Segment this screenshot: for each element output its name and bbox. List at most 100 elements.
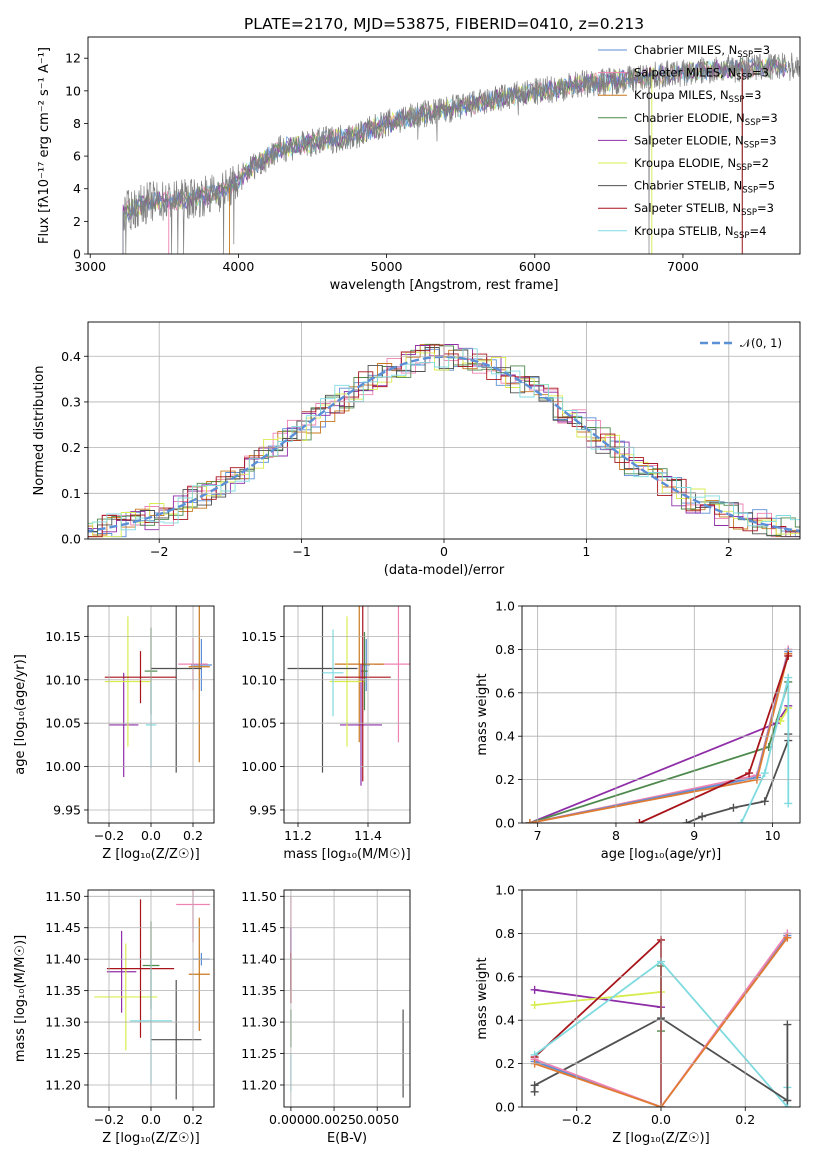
x-tick-label: 0.2 [183, 828, 203, 843]
y-tick-label: 0.4 [495, 729, 515, 744]
weight-line [740, 677, 790, 823]
errorbar-salpeter_stelib [106, 899, 175, 1038]
axes-mass_vs_Z: −0.2 0.0 0.2 11.20 11.25 11.30 11.35 11.40 11.45… [13, 889, 215, 1146]
axes-age_vs_mass: 11.2 11.4 9.95 10.00 10.05 10.10 10.15 mass [lo… [241, 605, 411, 862]
errorbar-salpeter_elodie [106, 930, 137, 1013]
x-tick-label: −0.2 [94, 1112, 124, 1127]
y-tick-label: 10 [65, 83, 81, 98]
legend-sub: SSP [741, 208, 757, 218]
y-axis-label: age [log₁₀(age/yr)] [13, 654, 28, 775]
weight-point [530, 985, 539, 994]
axes-frame [521, 605, 801, 824]
legend-tail: =3 [757, 201, 774, 215]
legend-entry: Kroupa MILES, NSSP=3 [634, 88, 761, 105]
x-tick-label: 4000 [222, 259, 254, 274]
legend-entry: Salpeter STELIB, NSSP=3 [634, 201, 774, 218]
x-tick-label: 2 [725, 544, 733, 559]
y-tick-label: 0 [73, 247, 81, 262]
y-tick-label: 6 [73, 149, 81, 164]
y-axis-label: Flux [fλ10⁻¹⁷ erg cm⁻² s⁻¹ A⁻¹] [37, 47, 52, 244]
weight-point [729, 803, 738, 812]
y-tick-label: 0.0 [495, 1100, 515, 1115]
legend-label: Salpeter ELODIE, N [634, 133, 744, 147]
errorbar-kroupa_miles [188, 606, 210, 763]
y-tick-label: 10.05 [241, 716, 277, 731]
legend-tail: =3 [753, 43, 770, 57]
x-tick-label: −2 [150, 544, 168, 559]
x-axis-label: Z [log₁₀(Z/Z☉)] [612, 1131, 709, 1146]
errorbar-kroupa_miles [334, 606, 384, 743]
y-tick-label: 11.45 [241, 920, 277, 935]
x-tick-label: 0.0 [141, 828, 161, 843]
weight-line [533, 937, 662, 1107]
errorbar-chabrier_stelib [287, 606, 358, 773]
y-tick-label: 0.4 [61, 349, 81, 364]
weight-point [698, 812, 707, 821]
x-tick-label: −0.2 [562, 1112, 592, 1127]
y-tick-label: 0.4 [495, 1013, 515, 1028]
weight-point [745, 769, 754, 778]
legend-entry: Salpeter MILES, NSSP=3 [634, 66, 769, 83]
legend-label: Chabrier ELODIE, N [634, 111, 745, 125]
y-tick-label: 4 [73, 181, 81, 196]
errorbar-kroupa_stelib [322, 629, 344, 717]
legend-entry-normal: 𝒩(0, 1) [740, 336, 782, 350]
x-tick-label: 7 [534, 828, 542, 843]
legend-label: Kroupa STELIB, N [634, 224, 734, 238]
legend-label: Kroupa ELODIE, N [634, 156, 736, 170]
y-tick-label: 11.50 [241, 889, 277, 904]
legend-sub: SSP [737, 50, 753, 60]
plot-area-age_vs_Z [104, 606, 212, 777]
legend-label: Chabrier STELIB, N [634, 179, 742, 193]
weight-point [635, 819, 644, 823]
x-tick-label: 9 [690, 828, 698, 843]
x-tick-label: 3000 [74, 259, 106, 274]
x-tick-label: −1 [292, 544, 310, 559]
x-tick-label: 0.0025 [312, 1112, 356, 1127]
histogram-kroupa_elodie [88, 351, 800, 538]
y-tick-label: 0.2 [495, 772, 515, 787]
weight-point [783, 1096, 792, 1105]
y-tick-label: 0.2 [61, 440, 81, 455]
axes-spectrum: 3000 4000 5000 6000 7000 0 2 4 6 8 10 12 wavelength … [37, 15, 801, 293]
axes-frame [87, 605, 215, 824]
legend-sub: SSP [736, 163, 752, 173]
axes-age_vs_Z: −0.2 0.0 0.2 9.95 10.00 10.05 10.10 10.15 Z [log… [13, 605, 215, 862]
legend-label: Kroupa MILES, N [634, 88, 729, 102]
axes-frame [283, 889, 411, 1108]
legend-tail: =3 [760, 133, 777, 147]
legend-sub: SSP [742, 186, 758, 196]
y-tick-label: 0.2 [495, 1056, 515, 1071]
errorbar-kroupa_elodie [94, 943, 158, 1051]
y-tick-label: 10.05 [45, 716, 81, 731]
errorbar-salpeter_stelib [334, 606, 391, 782]
legend-entry: Kroupa ELODIE, NSSP=2 [634, 156, 769, 173]
y-tick-label: 10.15 [45, 629, 81, 644]
errorbar-salpeter_elodie [340, 664, 382, 786]
y-tick-label: 11.45 [45, 920, 81, 935]
plot-area-mass_vs_Z [94, 890, 210, 1100]
y-tick-label: 10.00 [241, 759, 277, 774]
x-tick-label: 6000 [519, 259, 551, 274]
weight-line [529, 651, 790, 823]
axes-weight_vs_Z: −0.2 0.0 0.2 0.0 0.2 0.4 0.6 0.8 1.0 Z [log₁₀(Z/Z… [475, 883, 801, 1146]
y-axis-label: mass [log₁₀(M/M☉)] [13, 935, 28, 1062]
axes-residuals: −2 −1 0 1 2 0.0 0.1 0.2 0.3 0.4 (data-model)/error… [32, 321, 801, 578]
plot-area-age_vs_mass [287, 606, 410, 786]
weight-line [529, 681, 790, 823]
legend-sub: SSP [744, 140, 760, 150]
x-tick-label: 0.2 [735, 1112, 755, 1127]
x-tick-label: 5000 [371, 259, 403, 274]
y-tick-label: 11.35 [45, 983, 81, 998]
errorbar-chabrier_miles [362, 638, 370, 692]
y-tick-label: 10.10 [241, 672, 277, 687]
x-tick-label: 0.0000 [269, 1112, 313, 1127]
weight-series-kroupa_stelib [737, 673, 793, 823]
x-tick-label: 11.4 [354, 828, 382, 843]
weight-point [530, 1081, 539, 1090]
legend-sub: SSP [734, 231, 750, 241]
x-axis-label: mass [log₁₀(M/M☉)] [283, 847, 410, 862]
weight-point [525, 819, 534, 823]
x-tick-label: 0 [440, 544, 448, 559]
